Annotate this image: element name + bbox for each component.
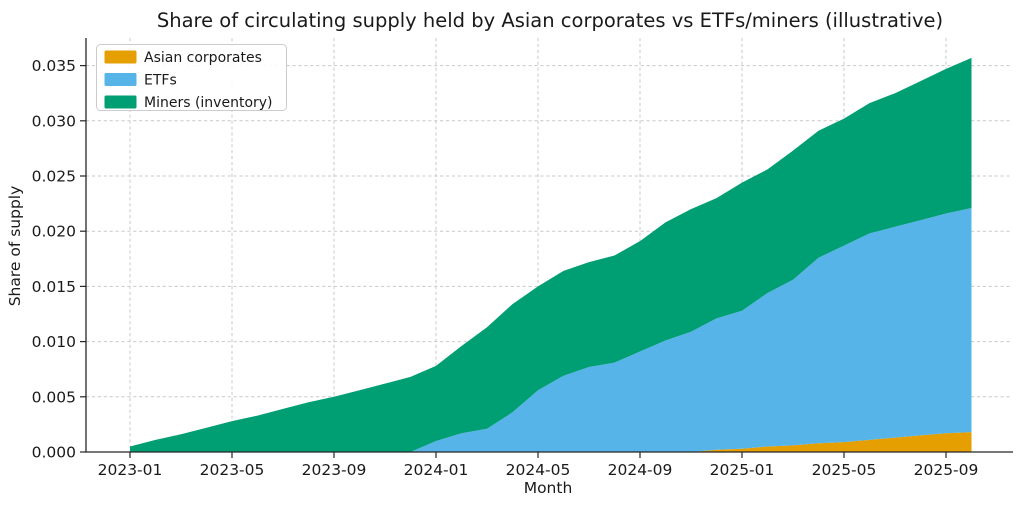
legend-box [96, 44, 287, 111]
x-tick-label: 2023-05 [200, 461, 265, 479]
y-tick-label: 0.025 [32, 168, 76, 186]
y-tick-label: 0.010 [32, 333, 76, 351]
legend-item-asian-corporates: Asian corporates [104, 50, 262, 66]
y-tick-label: 0.005 [32, 388, 76, 406]
y-axis-label: Share of supply [6, 186, 24, 307]
y-tick-label: 0.020 [32, 223, 76, 241]
legend-item-miners-inventory: Miners (inventory) [104, 95, 273, 111]
x-tick-label: 2023-09 [302, 461, 367, 479]
x-tick-label: 2024-01 [404, 461, 469, 479]
y-tick-label: 0.015 [32, 278, 76, 296]
y-tick-label: 0.030 [32, 112, 76, 130]
y-tick-label: 0.000 [32, 444, 76, 462]
legend-label-miners-inventory: Miners (inventory) [144, 95, 273, 111]
x-tick-label: 2024-09 [608, 461, 673, 479]
legend-label-etfs: ETFs [144, 73, 177, 89]
legend: Asian corporates ETFs Miners (inventory) [96, 44, 287, 111]
chart-title: Share of circulating supply held by Asia… [157, 9, 943, 32]
x-axis-label: Month [524, 479, 573, 497]
legend-swatch-asian-corporates [104, 50, 137, 64]
area-series [130, 57, 972, 453]
area-etfs [130, 208, 972, 452]
legend-swatch-etfs [104, 73, 137, 86]
x-tick-label: 2025-09 [914, 461, 979, 479]
area-asian-corporates [130, 432, 972, 452]
axes-spines [85, 38, 1013, 453]
legend-item-etfs: ETFs [104, 73, 177, 89]
tick-marks-and-labels: 2023-01 2023-05 2023-09 2024-01 2024-05 2024-… [32, 57, 979, 479]
legend-swatch-miners-inventory [104, 95, 137, 109]
x-tick-label: 2025-01 [710, 461, 775, 479]
x-tick-label: 2023-01 [98, 461, 163, 479]
area-miners-inventory [130, 57, 972, 453]
x-tick-label: 2024-05 [506, 461, 571, 479]
y-tick-label: 0.035 [32, 57, 76, 75]
legend-label-asian-corporates: Asian corporates [144, 50, 262, 66]
x-tick-label: 2025-05 [812, 461, 877, 479]
